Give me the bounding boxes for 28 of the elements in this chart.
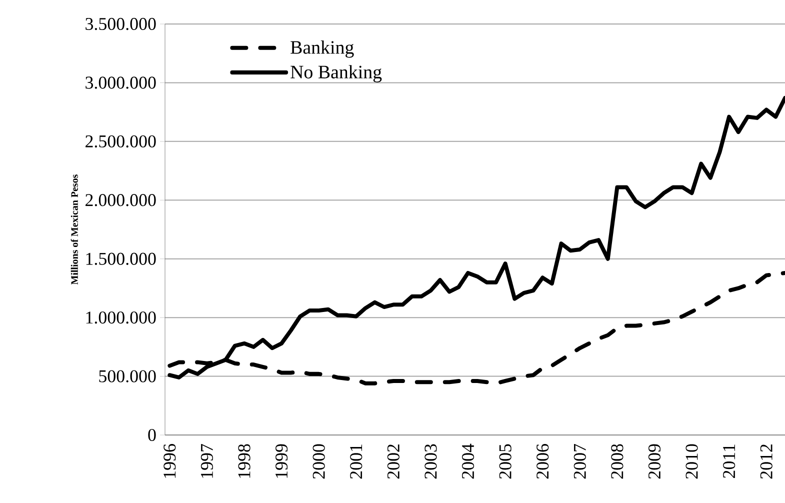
x-tick-label: 2012: [760, 444, 772, 479]
y-tick-label: 2.000.000: [86, 194, 156, 206]
x-tick-label: 1998: [238, 444, 250, 478]
y-tick-label: 0: [148, 428, 156, 442]
y-tick-label: 3.500.000: [86, 18, 156, 30]
x-tick-label: 2011: [723, 444, 736, 478]
y-axis-title: Millions of Mexican Pesos: [70, 174, 78, 285]
x-tick-label: 2007: [574, 444, 586, 479]
x-tick-label: 2010: [686, 444, 698, 479]
x-tick-label: 1999: [276, 444, 288, 478]
legend-label: Banking: [290, 40, 354, 58]
x-tick-label: 1997: [200, 444, 213, 478]
y-tick-label: 2.500.000: [86, 135, 156, 148]
x-tick-label: 2002: [387, 444, 400, 479]
x-tick-label: 2008: [611, 444, 624, 479]
x-tick-label: 2004: [462, 444, 474, 479]
legend-label: No Banking: [290, 65, 382, 82]
y-tick-label: 1.500.000: [86, 252, 156, 265]
y-tick-label: 1.000.000: [86, 311, 156, 324]
x-tick-label: 1996: [164, 444, 176, 478]
x-tick-label: 2005: [499, 444, 512, 479]
y-tick-label: 3.000.000: [86, 76, 156, 89]
y-tick-label: 500.000: [99, 370, 156, 382]
x-tick-label: 2001: [350, 444, 362, 479]
x-tick-label: 2009: [648, 444, 661, 479]
x-tick-label: 2006: [536, 444, 549, 479]
x-tick-label: 2000: [312, 444, 325, 479]
x-tick-label: 2003: [424, 444, 437, 479]
